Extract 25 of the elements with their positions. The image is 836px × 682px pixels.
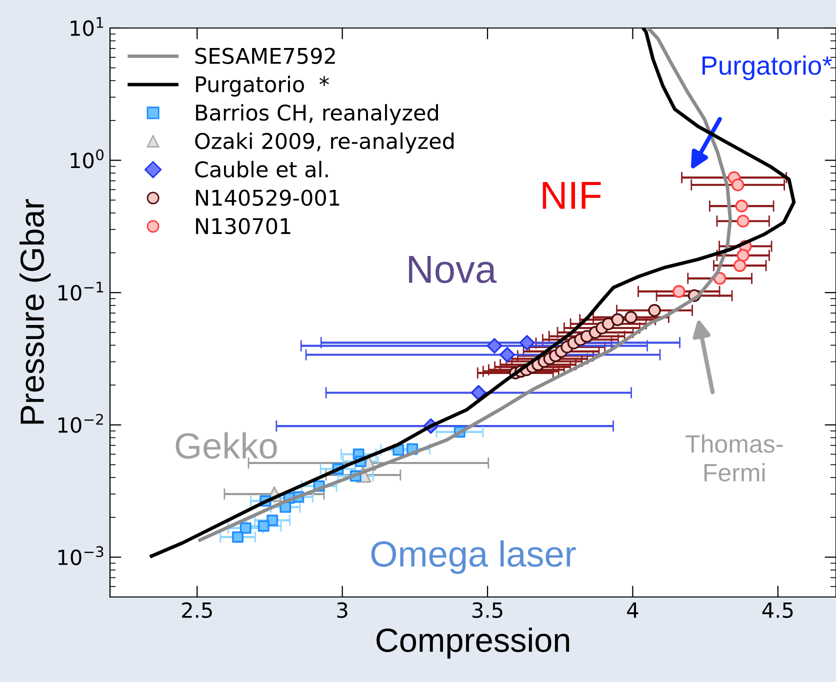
x-tick-label: 3 — [337, 602, 348, 618]
annotation: Gekko — [176, 432, 277, 459]
x-tick-label: 4 — [627, 602, 638, 618]
legend-label: Ozaki 2009, re-analyzed — [195, 132, 454, 154]
annotation: NIF — [542, 182, 601, 209]
x-tick-label: 3.5 — [472, 602, 502, 618]
y-tick-label: 10$^{1}$ — [70, 17, 104, 36]
annotation: Nova — [409, 256, 497, 284]
x-tick-label: 4.5 — [762, 602, 793, 618]
annotation: Omega laser — [371, 540, 576, 574]
legend-label: Purgatorio * — [196, 76, 329, 97]
annotation: Thomas- Fermi — [686, 434, 783, 482]
x-axis-title: Compression — [376, 628, 570, 659]
y-tick-label: 10$^{−2}$ — [58, 414, 103, 433]
legend-label: N130701 — [196, 218, 290, 234]
annotation: Purgatorio* — [702, 56, 832, 80]
y-tick-label: 10$^{−3}$ — [58, 546, 104, 566]
y-tick-label: 10$^{−1}$ — [58, 282, 104, 301]
legend-label: Barrios CH, reanalyzed — [196, 104, 438, 125]
y-axis-title: Pressure (Gbar — [20, 199, 51, 424]
legend-label: N140529-001 — [196, 190, 340, 206]
x-tick-label: 2.5 — [182, 602, 212, 618]
legend-label: Cauble et al. — [195, 160, 328, 178]
y-tick-label: 10$^{0}$ — [70, 149, 104, 168]
legend-label: SESAME7592 — [195, 48, 335, 64]
